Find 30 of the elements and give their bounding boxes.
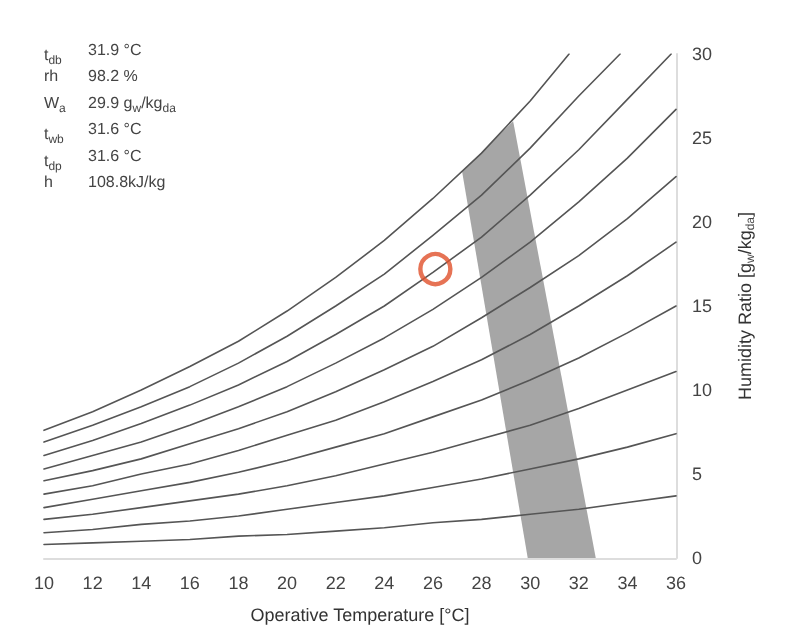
x-tick-label: 34	[617, 573, 638, 593]
x-tick-label: 16	[179, 573, 200, 593]
line-series	[43, 305, 677, 509]
x-tick-label: 10	[33, 573, 55, 593]
x-tick-label: 14	[131, 573, 152, 593]
x-tick-label: 28	[471, 573, 492, 593]
line-series	[43, 241, 677, 495]
x-tick-label: 24	[374, 573, 395, 593]
line-series	[43, 370, 677, 521]
x-axis-title: Operative Temperature [°C]	[250, 605, 470, 625]
line-series	[43, 175, 677, 482]
x-tick-label: 22	[325, 573, 346, 593]
text: h 108.8kJ/kg	[44, 173, 166, 191]
y-tick-label: 25	[692, 128, 713, 148]
x-tick-label: 36	[665, 573, 687, 593]
x-tick-label: 18	[228, 573, 249, 593]
line-series	[43, 495, 677, 546]
text: rh 98.2 %	[44, 67, 138, 86]
y-tick-label: 20	[692, 212, 713, 232]
x-tick-label: 12	[82, 573, 103, 593]
x-tick-label: 30	[520, 573, 541, 593]
line-series	[43, 432, 677, 534]
y-tick-label: 10	[692, 380, 713, 400]
y-tick-label: 15	[692, 296, 713, 316]
x-tick-label: 26	[422, 573, 443, 593]
x-tick-label: 20	[277, 573, 298, 593]
x-tick-label: 32	[568, 573, 589, 593]
y-tick-label: 5	[692, 464, 703, 484]
y-tick-label: 30	[692, 44, 713, 64]
y-tick-label: 0	[692, 548, 703, 568]
